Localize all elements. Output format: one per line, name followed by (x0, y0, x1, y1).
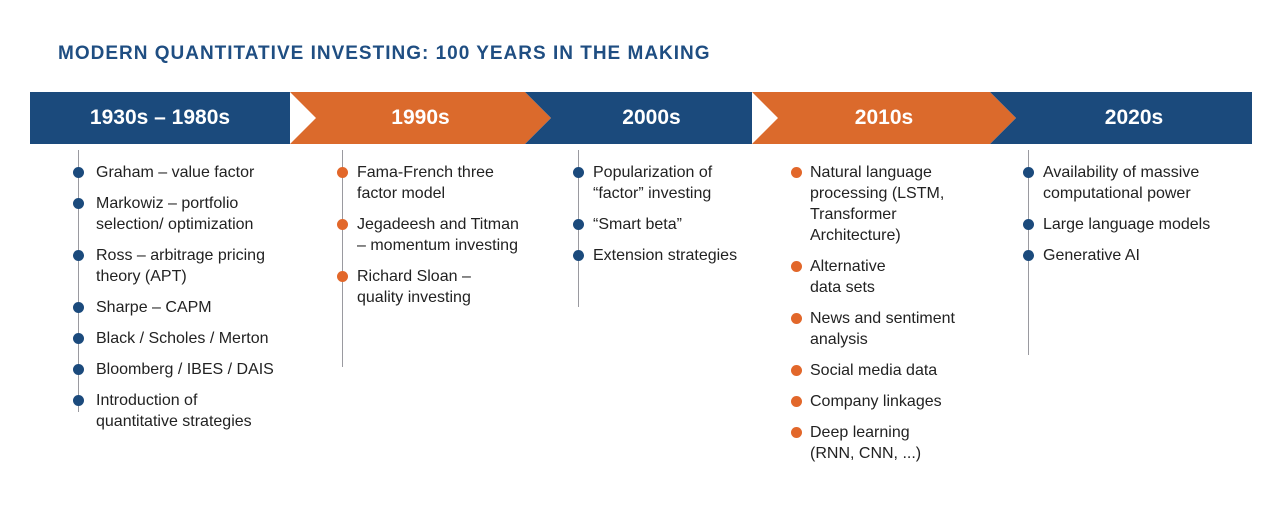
bullet-dot (791, 427, 802, 438)
bullet-dot (573, 219, 584, 230)
timeline-connector (78, 150, 79, 412)
list-item-text: Company linkages (810, 393, 942, 410)
list-item-text: Popularization of “factor” investing (593, 164, 713, 202)
list-item: Markowiz – portfolio selection/ optimiza… (73, 193, 303, 235)
era-segment-1990s (290, 92, 551, 144)
timeline-arrows (30, 92, 1252, 144)
list-item: Bloomberg / IBES / DAIS (73, 359, 303, 380)
bullet-dot (573, 250, 584, 261)
era-segment-2010s (752, 92, 1016, 144)
list-item-text: Sharpe – CAPM (96, 299, 212, 316)
list-item-text: Alternative data sets (810, 258, 886, 296)
list-item: Large language models (1023, 214, 1253, 235)
era-label-2020s: 2020s (1104, 106, 1164, 129)
list-item-text: Ross – arbitrage pricing theory (APT) (96, 247, 265, 285)
bullet-dot (1023, 219, 1034, 230)
era-item-list: Graham – value factor Markowiz – portfol… (73, 162, 303, 442)
era-item-list: Fama-French three factor model Jegadeesh… (337, 162, 537, 318)
list-item: “Smart beta” (573, 214, 773, 235)
bullet-dot (73, 333, 84, 344)
era-label-1990s: 1990s (391, 106, 450, 129)
list-item: Richard Sloan – quality investing (337, 266, 537, 308)
list-item: Black / Scholes / Merton (73, 328, 303, 349)
bullet-dot (1023, 250, 1034, 261)
list-item-text: Jegadeesh and Titman – momentum investin… (357, 216, 519, 254)
era-item-list: Natural language processing (LSTM, Trans… (791, 162, 991, 474)
list-item: Natural language processing (LSTM, Trans… (791, 162, 991, 246)
list-item-text: Black / Scholes / Merton (96, 330, 269, 347)
bullet-dot (73, 250, 84, 261)
list-item: Introduction of quantitative strategies (73, 390, 303, 432)
era-item-list: Popularization of “factor” investing “Sm… (573, 162, 773, 276)
list-item: Graham – value factor (73, 162, 303, 183)
bullet-dot (337, 219, 348, 230)
bullet-dot (73, 364, 84, 375)
list-item-text: Bloomberg / IBES / DAIS (96, 361, 274, 378)
bullet-dot (573, 167, 584, 178)
era-segment-2020s (990, 92, 1252, 144)
list-item-text: Deep learning (RNN, CNN, ...) (810, 424, 922, 462)
bullet-dot (791, 365, 802, 376)
list-item-text: Markowiz – portfolio selection/ optimiza… (96, 195, 254, 233)
bullet-dot (73, 198, 84, 209)
list-item: Generative AI (1023, 245, 1253, 266)
list-item-text: “Smart beta” (593, 216, 682, 233)
list-item-text: Generative AI (1043, 247, 1140, 264)
bullet-dot (73, 167, 84, 178)
era-item-list: Availability of massive computational po… (1023, 162, 1253, 276)
list-item-text: Graham – value factor (96, 164, 255, 181)
list-item-text: News and sentiment analysis (810, 310, 955, 348)
bullet-dot (337, 271, 348, 282)
list-item: Popularization of “factor” investing (573, 162, 773, 204)
list-item: Social media data (791, 360, 991, 381)
list-item-text: Introduction of quantitative strategies (96, 392, 252, 430)
list-item: Deep learning (RNN, CNN, ...) (791, 422, 991, 464)
list-item-text: Fama-French three factor model (357, 164, 494, 202)
list-item: Fama-French three factor model (337, 162, 537, 204)
bullet-dot (73, 302, 84, 313)
list-item: Jegadeesh and Titman – momentum investin… (337, 214, 537, 256)
diagram-title: MODERN QUANTITATIVE INVESTING: 100 YEARS… (58, 43, 711, 64)
bullet-dot (791, 313, 802, 324)
list-item: Alternative data sets (791, 256, 991, 298)
era-label-2000s: 2000s (622, 106, 681, 129)
list-item: Availability of massive computational po… (1023, 162, 1253, 204)
list-item-text: Richard Sloan – quality investing (357, 268, 471, 306)
era-label-2010s: 2010s (854, 106, 914, 129)
bullet-dot (337, 167, 348, 178)
list-item: Company linkages (791, 391, 991, 412)
list-item: Ross – arbitrage pricing theory (APT) (73, 245, 303, 287)
list-item-text: Large language models (1043, 216, 1211, 233)
list-item: News and sentiment analysis (791, 308, 991, 350)
list-item: Sharpe – CAPM (73, 297, 303, 318)
bullet-dot (1023, 167, 1034, 178)
list-item-text: Extension strategies (593, 247, 738, 264)
bullet-dot (791, 396, 802, 407)
bullet-dot (791, 261, 802, 272)
timeline-band: 1930s – 1980s 1990s 2000s 2010s 2020s (0, 92, 1280, 144)
era-segment-1930s-1980s (30, 92, 290, 144)
list-item-text: Natural language processing (LSTM, Trans… (810, 164, 945, 244)
list-item-text: Social media data (810, 362, 938, 379)
bullet-dot (791, 167, 802, 178)
era-segment-2000s (525, 92, 752, 144)
list-item-text: Availability of massive computational po… (1043, 164, 1200, 202)
bullet-dot (73, 395, 84, 406)
list-item: Extension strategies (573, 245, 773, 266)
timeline-connector (342, 150, 343, 367)
era-label-1930s-1980s: 1930s – 1980s (89, 106, 231, 129)
